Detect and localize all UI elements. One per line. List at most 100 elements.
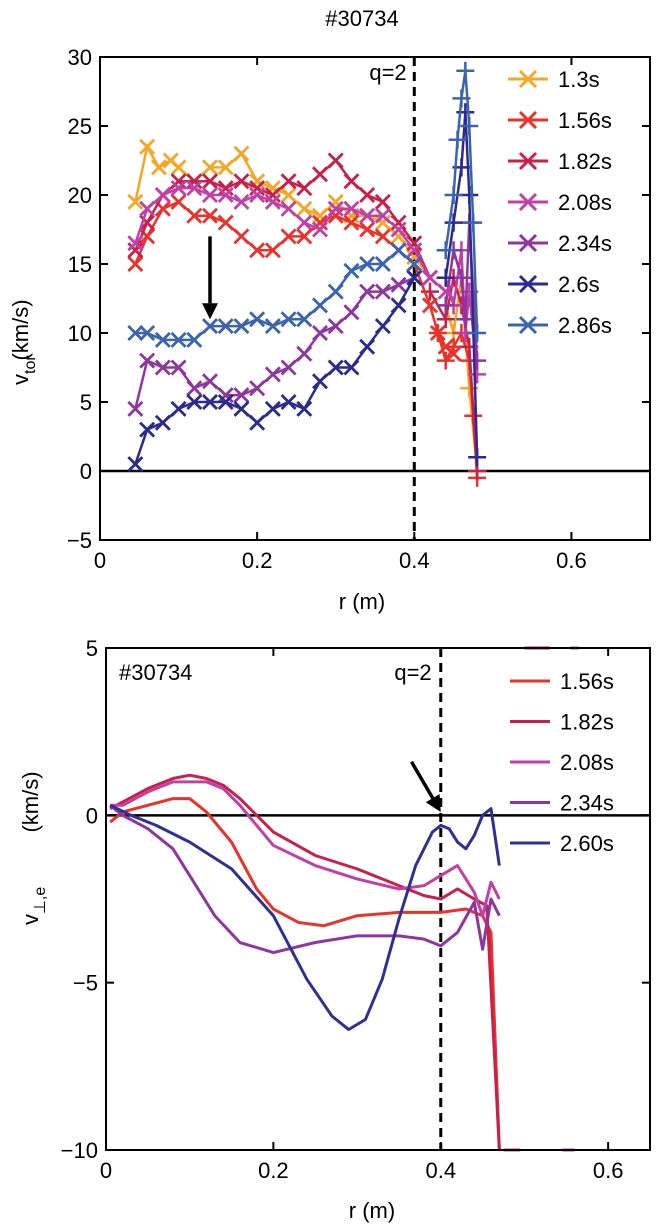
top-point-x2 xyxy=(249,187,266,203)
bottom-plot-area: 0 0.2 0.4 0.6 −10 −5 0 5 xyxy=(61,636,651,1183)
top-point-4-6 xyxy=(217,387,234,404)
bottom-ytick-label: −10 xyxy=(61,1138,98,1163)
bottom-xtick-label: 0 xyxy=(100,1158,112,1183)
top-point-x2 xyxy=(296,311,313,328)
top-point-3-2 xyxy=(154,187,171,203)
top-point-5-6 xyxy=(217,394,234,410)
top-y-label-unit: (km/s) xyxy=(8,299,33,360)
top-point-5-3 xyxy=(170,400,187,417)
top-point-x2 xyxy=(312,373,328,390)
top-point-x2 xyxy=(359,338,376,355)
top-edge-plus-4-5 xyxy=(468,351,487,370)
top-point-3-7 xyxy=(233,193,250,210)
top-point-1-8 xyxy=(249,242,266,259)
top-edge-plus-5-0 xyxy=(436,268,455,287)
top-xtick-label: 0.2 xyxy=(242,548,273,573)
top-point-2-0 xyxy=(127,242,144,259)
top-point-2-8 xyxy=(249,180,266,197)
top-point-2-6 xyxy=(217,180,234,197)
top-point-x2 xyxy=(374,193,391,210)
top-point-1-11 xyxy=(296,228,313,245)
top-point-x2 xyxy=(312,207,328,224)
top-point-3-8 xyxy=(249,187,266,203)
top-point-x2 xyxy=(327,193,344,210)
top-xtick-label: 0 xyxy=(94,548,106,573)
top-point-x2 xyxy=(127,235,144,252)
top-point-x2 xyxy=(343,359,360,376)
top-point-x2 xyxy=(202,187,218,203)
top-point-3-13 xyxy=(327,200,344,217)
top-point-x2 xyxy=(343,304,360,321)
top-point-4-13 xyxy=(327,318,344,335)
top-point-x2 xyxy=(127,193,144,210)
top-point-3-5 xyxy=(202,187,218,203)
top-point-x2 xyxy=(374,283,391,300)
top-point-1-7 xyxy=(233,228,250,245)
top-point-3-10 xyxy=(280,200,297,217)
top-point-x2 xyxy=(249,311,266,328)
top-point-x2 xyxy=(139,200,156,217)
top-point-6-11 xyxy=(296,311,313,328)
top-point-6-7 xyxy=(233,318,250,335)
top-point-x2 xyxy=(280,228,297,245)
top-point-6-18 xyxy=(406,256,423,272)
top-point-x2 xyxy=(202,159,218,176)
top-point-x2 xyxy=(233,387,250,404)
bottom-xtick-label: 0.6 xyxy=(593,1158,624,1183)
top-point-x2 xyxy=(139,138,156,155)
top-point-3-19 xyxy=(422,269,438,286)
top-point-2-16 xyxy=(374,193,391,210)
top-legend-label-4: 2.34s xyxy=(558,231,612,256)
top-legend: 1.3s 1.56s 1.82s 2.08s 2.34s 2.6s 2.86s xyxy=(508,67,612,338)
top-axes-frame xyxy=(99,56,651,541)
top-edge-plus-5-1 xyxy=(444,213,463,232)
top-point-x2 xyxy=(264,318,281,335)
top-edge-plus-5-5 xyxy=(468,448,487,467)
top-point-x2 xyxy=(249,242,266,259)
top-series-group xyxy=(127,61,487,487)
top-point-6-13 xyxy=(327,283,344,300)
top-point-x2 xyxy=(186,394,203,410)
bottom-x-label: r (m) xyxy=(349,1198,395,1223)
top-point-x2 xyxy=(217,394,234,410)
top-point-5-7 xyxy=(233,400,250,417)
bottom-xtick-label: 0.4 xyxy=(425,1158,456,1183)
top-point-x2 xyxy=(343,173,360,190)
top-point-4-7 xyxy=(233,387,250,404)
top-point-6-6 xyxy=(217,318,234,335)
top-point-5-0 xyxy=(127,456,144,473)
top-point-x2 xyxy=(154,414,171,431)
top-edge-line-6 xyxy=(444,70,479,334)
top-point-x2 xyxy=(312,325,328,341)
top-point-x2 xyxy=(127,325,144,341)
top-point-x2 xyxy=(170,180,187,197)
top-point-x2 xyxy=(280,394,297,410)
top-point-x2 xyxy=(280,311,297,328)
top-point-x2 xyxy=(233,145,250,162)
bottom-axes-frame xyxy=(105,647,651,1151)
top-point-3-4 xyxy=(186,180,203,197)
top-point-4-8 xyxy=(249,380,266,397)
top-legend-label-6: 2.86s xyxy=(558,313,612,338)
bottom-y-label: v⊥,e (km/s) xyxy=(18,771,49,925)
top-point-x2 xyxy=(406,235,423,252)
top-point-4-11 xyxy=(296,345,313,362)
top-point-x2 xyxy=(374,207,391,224)
top-point-3-1 xyxy=(139,200,156,217)
bottom-q2-label: q=2 xyxy=(394,660,431,685)
top-legend-marker-b-0 xyxy=(518,69,538,89)
top-edge-plus-6-7 xyxy=(468,324,487,342)
top-point-6-5 xyxy=(202,318,218,335)
bottom-legend: 1.56s 1.82s 2.08s 2.34s 2.60s xyxy=(510,669,614,856)
top-point-6-9 xyxy=(264,318,281,335)
bottom-series-group xyxy=(109,773,501,1150)
top-point-5-15 xyxy=(359,338,376,355)
top-point-2-15 xyxy=(359,187,376,203)
top-point-x2 xyxy=(139,228,156,245)
top-point-2-10 xyxy=(280,173,297,190)
top-ytick-label: 30 xyxy=(68,45,92,70)
top-point-4-5 xyxy=(202,373,218,390)
top-point-2-1 xyxy=(139,214,156,231)
top-point-x2 xyxy=(154,187,171,203)
top-point-x2 xyxy=(390,297,407,314)
